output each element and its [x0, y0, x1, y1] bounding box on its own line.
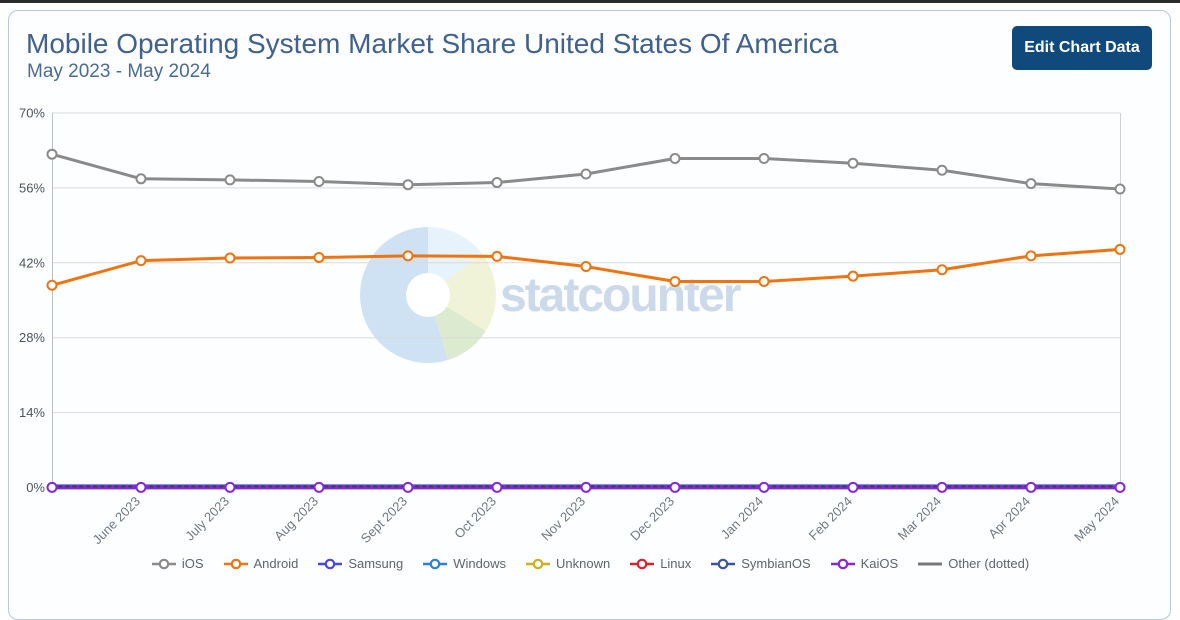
data-point-kaios[interactable]: [402, 481, 414, 493]
data-point-ios[interactable]: [491, 177, 503, 189]
legend-label: Windows: [453, 556, 506, 571]
x-axis-tick-label: Apr 2024: [985, 494, 1033, 542]
x-axis-tick-label: Aug 2023: [271, 494, 321, 544]
data-point-kaios[interactable]: [669, 481, 681, 493]
legend-label: SymbianOS: [741, 556, 811, 571]
data-point-ios[interactable]: [669, 152, 681, 164]
data-point-android[interactable]: [1114, 243, 1126, 255]
y-axis-tick-label: 14%: [19, 405, 45, 420]
x-axis-tick-label: May 2024: [1071, 494, 1122, 545]
x-axis-tick-label: July 2023: [182, 494, 232, 544]
x-axis-tick-label: Dec 2023: [627, 494, 677, 544]
line-chart[interactable]: 0% 14% 28% 42% 56% 70% June 2023 July 2023 Aug 2…: [0, 0, 1180, 584]
legend-item-ios[interactable]: iOS: [151, 556, 204, 571]
legend-label: Other (dotted): [948, 556, 1030, 571]
data-point-android[interactable]: [847, 270, 859, 282]
x-axis-tick-label: Mar 2024: [895, 494, 944, 543]
legend-item-kaios[interactable]: KaiOS: [830, 556, 899, 571]
page-subtitle: May 2023 - May 2024: [27, 61, 211, 82]
y-axis-tick-label: 70%: [19, 106, 45, 121]
x-axis-tick-label: Feb 2024: [806, 494, 855, 543]
data-point-kaios[interactable]: [847, 481, 859, 493]
data-point-android[interactable]: [580, 261, 592, 273]
data-point-android[interactable]: [491, 250, 503, 262]
data-point-android[interactable]: [758, 276, 770, 288]
legend-marker-icon: [318, 558, 343, 569]
legend-marker-icon: [423, 558, 448, 569]
chart-legend: iOS Android Samsung Windows Unknown Linux Symb…: [0, 556, 1180, 571]
data-point-ios[interactable]: [224, 174, 236, 186]
data-point-android[interactable]: [669, 276, 681, 288]
legend-marker-icon: [525, 558, 550, 569]
data-point-android[interactable]: [1025, 250, 1037, 262]
data-point-ios[interactable]: [1025, 178, 1037, 190]
legend-item-samsung[interactable]: Samsung: [317, 556, 403, 571]
data-point-ios[interactable]: [758, 152, 770, 164]
data-point-kaios[interactable]: [580, 481, 592, 493]
legend-item-other-dotted-[interactable]: Other (dotted): [917, 556, 1029, 571]
legend-marker-icon: [711, 558, 736, 569]
legend-label: KaiOS: [860, 556, 899, 571]
statcounter-logo-hole: [406, 273, 450, 317]
data-point-ios[interactable]: [1114, 183, 1126, 195]
data-point-android[interactable]: [313, 251, 325, 263]
data-point-ios[interactable]: [847, 157, 859, 169]
x-axis-tick-label: Oct 2023: [451, 494, 499, 542]
legend-marker-icon: [223, 558, 248, 569]
data-point-android[interactable]: [402, 250, 414, 262]
data-point-kaios[interactable]: [313, 481, 325, 493]
x-axis-tick-label: June 2023: [90, 494, 144, 548]
legend-item-windows[interactable]: Windows: [422, 556, 506, 571]
data-point-kaios[interactable]: [1025, 481, 1037, 493]
legend-label: Samsung: [348, 556, 404, 571]
y-axis-tick-label: 42%: [19, 255, 45, 270]
data-point-ios[interactable]: [402, 179, 414, 191]
data-point-ios[interactable]: [46, 148, 58, 160]
legend-marker-icon: [918, 562, 943, 565]
y-axis-tick-label: 28%: [19, 330, 45, 345]
legend-label: Android: [253, 556, 299, 571]
data-point-ios[interactable]: [313, 175, 325, 187]
x-axis-tick-label: Sept 2023: [358, 494, 411, 547]
legend-marker-icon: [830, 558, 855, 569]
y-axis-tick-label: 0%: [26, 480, 45, 495]
data-point-kaios[interactable]: [46, 481, 58, 493]
data-point-kaios[interactable]: [758, 481, 770, 493]
legend-marker-icon: [151, 558, 176, 569]
data-point-kaios[interactable]: [1114, 481, 1126, 493]
data-point-android[interactable]: [46, 279, 58, 291]
legend-label: Unknown: [555, 556, 611, 571]
data-point-kaios[interactable]: [224, 481, 236, 493]
legend-item-android[interactable]: Android: [223, 556, 299, 571]
data-point-kaios[interactable]: [135, 481, 147, 493]
data-point-ios[interactable]: [936, 164, 948, 176]
legend-item-symbianos[interactable]: SymbianOS: [710, 556, 811, 571]
legend-label: iOS: [181, 556, 204, 571]
legend-item-linux[interactable]: Linux: [629, 556, 691, 571]
y-axis-tick-label: 56%: [19, 180, 45, 195]
chart-card: [8, 10, 1171, 620]
x-axis-tick-label: Nov 2023: [538, 494, 588, 544]
data-point-ios[interactable]: [580, 168, 592, 180]
legend-label: Linux: [660, 556, 692, 571]
data-point-android[interactable]: [936, 264, 948, 276]
statcounter-watermark-text: statcounter: [500, 269, 741, 322]
top-border-bar: [0, 0, 1180, 3]
data-point-kaios[interactable]: [491, 481, 503, 493]
legend-item-unknown[interactable]: Unknown: [525, 556, 610, 571]
page-title: Mobile Operating System Market Share Uni…: [26, 28, 839, 59]
x-axis-tick-label: Jan 2024: [718, 494, 766, 542]
legend-marker-icon: [630, 558, 655, 569]
data-point-kaios[interactable]: [936, 481, 948, 493]
data-point-android[interactable]: [224, 252, 236, 264]
data-point-ios[interactable]: [135, 173, 147, 185]
edit-chart-data-button[interactable]: Edit Chart Data: [1012, 26, 1152, 70]
data-point-android[interactable]: [135, 255, 147, 267]
